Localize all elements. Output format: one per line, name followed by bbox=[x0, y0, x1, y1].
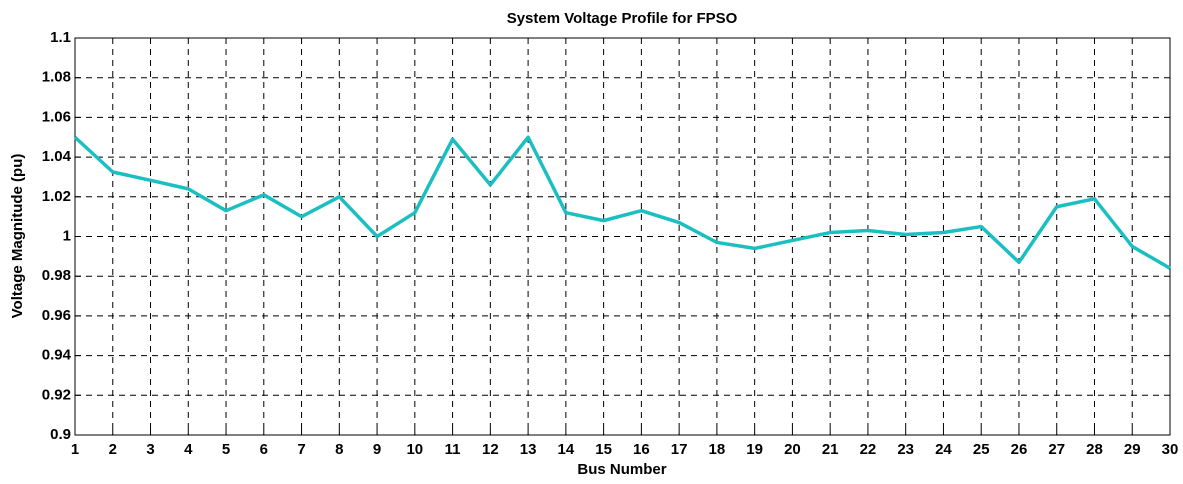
y-tick-label: 1.1 bbox=[50, 29, 71, 46]
x-tick-label: 21 bbox=[822, 441, 839, 458]
x-tick-label: 6 bbox=[260, 441, 268, 458]
y-tick-label: 0.92 bbox=[42, 386, 71, 403]
x-axis-label: Bus Number bbox=[577, 461, 666, 478]
x-tick-label: 3 bbox=[146, 441, 154, 458]
x-tick-label: 24 bbox=[935, 441, 952, 458]
x-tick-label: 27 bbox=[1048, 441, 1065, 458]
x-tick-label: 12 bbox=[482, 441, 499, 458]
x-tick-label: 19 bbox=[746, 441, 763, 458]
x-tick-label: 15 bbox=[595, 441, 612, 458]
x-tick-label: 10 bbox=[406, 441, 423, 458]
x-tick-label: 30 bbox=[1162, 441, 1179, 458]
y-tick-label: 1.04 bbox=[42, 148, 72, 165]
data-line bbox=[73, 135, 1171, 270]
y-tick-label: 1.08 bbox=[42, 69, 71, 86]
x-tick-label: 22 bbox=[860, 441, 877, 458]
y-tick-label: 0.94 bbox=[42, 347, 72, 364]
y-tick-label: 1.06 bbox=[42, 108, 71, 125]
x-tick-label: 2 bbox=[109, 441, 117, 458]
x-tick-label: 5 bbox=[222, 441, 230, 458]
x-tick-label: 9 bbox=[373, 441, 381, 458]
x-tick-label: 26 bbox=[1011, 441, 1028, 458]
y-tick-label: 0.98 bbox=[42, 267, 71, 284]
x-tick-label: 29 bbox=[1124, 441, 1141, 458]
x-tick-label: 25 bbox=[973, 441, 990, 458]
chart-title: System Voltage Profile for FPSO bbox=[507, 10, 738, 27]
plot-frame bbox=[74, 37, 1171, 436]
y-tick-label: 0.9 bbox=[50, 426, 71, 443]
x-tick-label: 13 bbox=[520, 441, 537, 458]
y-tick-label: 0.96 bbox=[42, 307, 71, 324]
x-tick-label: 1 bbox=[71, 441, 79, 458]
x-tick-label: 11 bbox=[445, 441, 461, 458]
y-tick-label: 1 bbox=[63, 227, 71, 244]
x-tick-label: 17 bbox=[671, 441, 688, 458]
x-tick-label: 28 bbox=[1086, 441, 1103, 458]
x-tick-label: 23 bbox=[897, 441, 914, 458]
x-tick-label: 18 bbox=[709, 441, 726, 458]
x-tick-label: 7 bbox=[297, 441, 305, 458]
x-tick-label: 8 bbox=[335, 441, 343, 458]
y-axis-label: Voltage Magnitude (pu) bbox=[9, 154, 26, 319]
x-tick-label: 14 bbox=[558, 441, 575, 458]
x-tick-label: 20 bbox=[784, 441, 801, 458]
y-tick-label: 1.02 bbox=[42, 188, 71, 205]
x-tick-label: 4 bbox=[184, 441, 193, 458]
x-tick-label: 16 bbox=[633, 441, 650, 458]
